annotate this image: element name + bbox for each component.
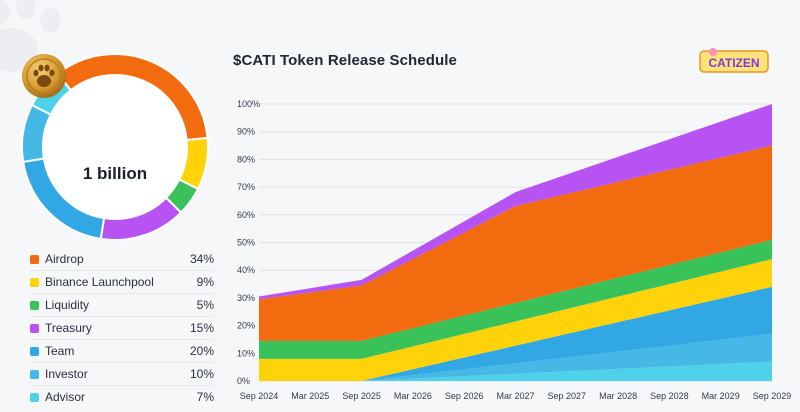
total-supply-label: 1 billion: [82, 164, 148, 183]
allocation-legend: Airdrop 34% Binance Launchpool 9% Liquidity 5…: [30, 248, 214, 408]
legend-swatch: [30, 323, 39, 333]
y-tick-label: 80%: [237, 154, 255, 164]
area-series-airdrop: [259, 145, 772, 341]
y-tick-label: 50%: [237, 238, 255, 248]
legend-item-treasury: Treasury 15%: [30, 317, 214, 340]
legend-item-liquidity: Liquidity 5%: [30, 294, 214, 317]
x-tick-label: Sep 2026: [445, 391, 484, 401]
y-tick-label: 0%: [237, 376, 250, 386]
legend-label: Investor: [45, 367, 88, 381]
legend-swatch: [30, 254, 39, 264]
paw-coin-icon: [22, 54, 66, 98]
area-series-investor: [259, 333, 772, 381]
x-tick-label: Sep 2025: [342, 391, 381, 401]
x-tick-label: Sep 2024: [240, 391, 279, 401]
y-tick-label: 60%: [237, 210, 255, 220]
legend-item-team: Team 20%: [30, 340, 214, 363]
donut-hole: [44, 76, 186, 218]
legend-swatch: [30, 277, 39, 287]
legend-item-advisor: Advisor 7%: [30, 386, 214, 408]
legend-label: Treasury: [45, 321, 92, 335]
y-tick-label: 90%: [237, 127, 255, 137]
legend-label: Team: [45, 344, 75, 358]
paw-print-icon: [0, 0, 60, 72]
legend-label: Airdrop: [45, 252, 84, 266]
legend-item-investor: Investor 10%: [30, 363, 214, 386]
area-series-treasury: [259, 104, 772, 300]
catizen-logo: CATIZEN: [699, 48, 769, 73]
x-tick-label: Mar 2029: [702, 391, 740, 401]
x-tick-label: Mar 2028: [599, 391, 637, 401]
legend-percent: 7%: [196, 390, 214, 404]
y-tick-label: 20%: [237, 321, 255, 331]
allocation-donut: 1 billion: [20, 52, 210, 242]
legend-swatch: [30, 392, 39, 402]
x-tick-label: Sep 2028: [650, 391, 689, 401]
y-tick-label: 40%: [237, 265, 255, 275]
allocation-donut-svg: [21, 53, 209, 241]
y-tick-label: 100%: [237, 99, 260, 109]
x-tick-label: Mar 2027: [496, 391, 534, 401]
legend-item-binance-launchpool: Binance Launchpool 9%: [30, 271, 214, 294]
area-series-team: [259, 286, 772, 381]
x-tick-label: Mar 2025: [291, 391, 329, 401]
area-series-liquidity: [259, 239, 772, 359]
legend-swatch: [30, 346, 39, 356]
y-tick-label: 70%: [237, 182, 255, 192]
legend-swatch: [30, 369, 39, 379]
y-tick-label: 30%: [237, 293, 255, 303]
legend-label: Binance Launchpool: [45, 275, 154, 289]
legend-percent: 20%: [189, 344, 214, 358]
x-tick-label: Sep 2027: [548, 391, 587, 401]
legend-item-airdrop: Airdrop 34%: [30, 248, 214, 271]
x-tick-label: Sep 2029: [753, 391, 792, 401]
area-series-advisor: [259, 361, 772, 381]
legend-label: Advisor: [45, 390, 86, 404]
legend-swatch: [30, 300, 39, 310]
legend-percent: 15%: [189, 321, 214, 335]
legend-label: Liquidity: [45, 298, 90, 312]
svg-text:CATIZEN: CATIZEN: [708, 56, 759, 70]
y-tick-label: 10%: [237, 348, 255, 358]
legend-percent: 9%: [196, 275, 214, 289]
legend-percent: 5%: [196, 298, 214, 312]
x-tick-label: Mar 2026: [394, 391, 432, 401]
chart-title: $CATI Token Release Schedule: [233, 52, 457, 69]
area-series-binance-launchpool: [259, 259, 772, 381]
legend-percent: 10%: [189, 367, 214, 381]
legend-percent: 34%: [189, 252, 214, 266]
